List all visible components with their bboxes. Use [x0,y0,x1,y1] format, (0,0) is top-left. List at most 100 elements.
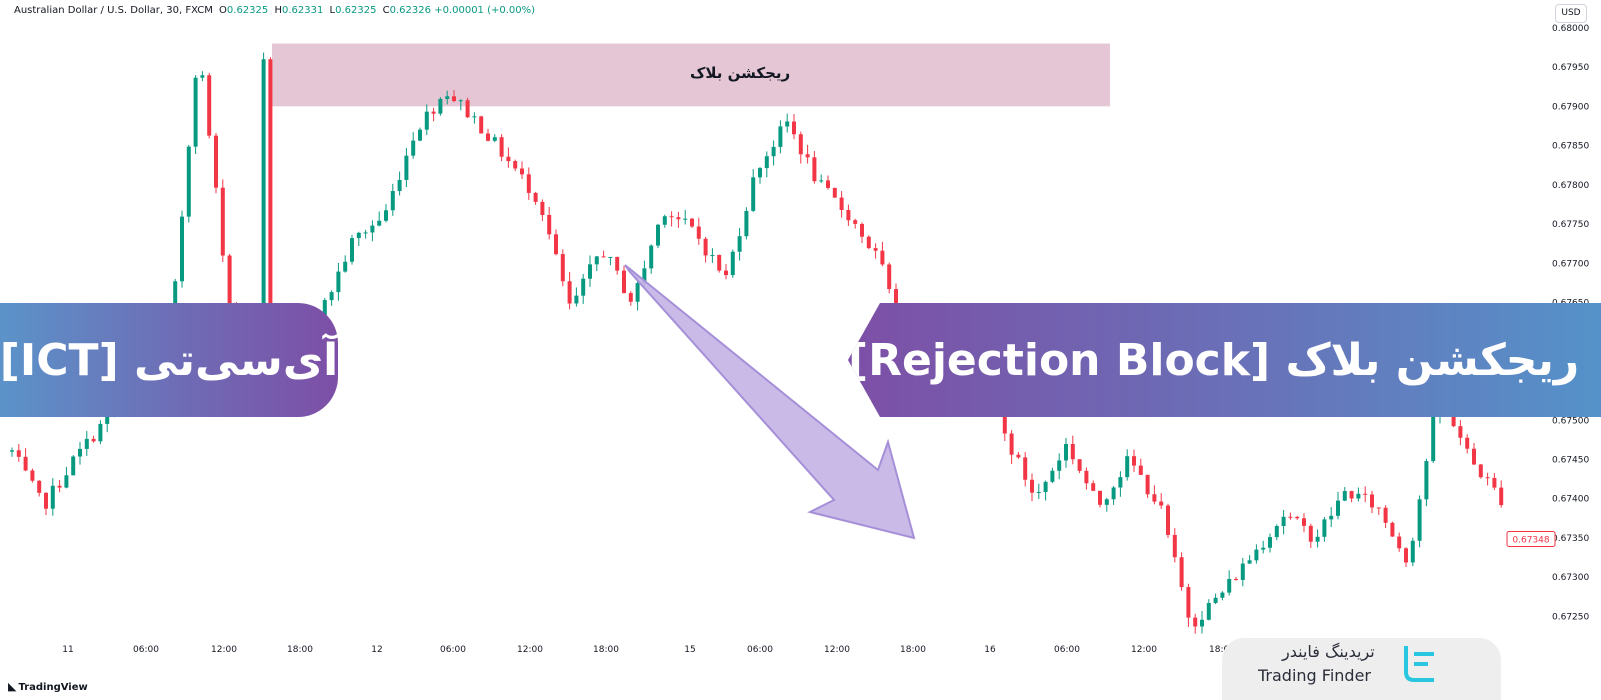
candle-body [628,293,633,302]
candle-body [1036,491,1041,493]
candle-body [1166,505,1170,535]
candle-body [1397,536,1402,549]
candle-body [356,232,361,239]
candle-body [10,450,14,452]
candle-body [1206,602,1211,620]
candle-body [180,216,184,282]
x-tick-label: 18:00 [900,645,926,655]
candle-body [730,251,735,276]
candle-body [1138,465,1143,475]
candle-body [866,236,871,249]
x-tick-label: 15 [684,645,695,655]
candle-body [1281,516,1286,527]
candle-body [622,270,626,294]
candle-body [1465,437,1470,449]
candle-body [594,256,599,265]
tradingview-logo-icon: ◣ [8,680,17,693]
candle-body [78,448,82,457]
low-label: L [329,5,336,16]
candle-body [1070,443,1075,460]
candle-body [880,250,885,265]
candle-body [1145,474,1150,495]
candle-body [1043,481,1048,492]
candle-body [526,174,531,193]
candle-body [1295,516,1300,519]
candle-body [812,157,817,182]
candle-body [193,77,198,147]
candle-body [1336,500,1340,516]
x-tick-label: 16 [984,645,996,655]
candle-body [431,111,436,114]
down-arrow [624,264,916,540]
candle-body [1499,487,1504,506]
candle-body [656,224,660,246]
candle-body [1016,454,1021,458]
candle-body [1363,493,1368,495]
candle-body [397,179,402,192]
candle-body [696,226,701,239]
candle-body [1009,433,1014,455]
ict-banner: آی‌سی‌تی [ICT] [0,303,338,417]
candle-body [1376,507,1381,509]
candle-body [819,180,824,182]
candle-body [1492,477,1497,488]
candle-body [499,137,504,157]
candle-body [1234,579,1238,581]
candle-body [1356,493,1361,499]
candle-body [860,223,864,237]
candle-body [635,283,640,302]
close-value: 0.62326 [389,5,431,16]
y-tick-label: 0.67750 [1552,220,1589,230]
candle-body [16,450,21,457]
tradingview-label: TradingView [18,682,88,693]
y-tick-label: 0.67500 [1552,416,1589,426]
currency-button[interactable]: USD [1555,4,1587,23]
candle-body [50,485,55,509]
candle-body [84,438,89,449]
candle-body [336,271,341,293]
x-tick-label: 12:00 [824,645,850,655]
candle-body [492,137,497,141]
candle-body [1159,501,1164,506]
candle-body [717,254,722,271]
candle-body [554,234,558,255]
x-tick-label: 11 [62,645,73,655]
candle-body [703,238,708,256]
candle-body [1370,494,1374,508]
candle-body [1274,526,1279,538]
candle-body [1152,494,1157,502]
candle-body [465,100,470,118]
candle-body [1118,477,1123,488]
candle-body [329,292,334,301]
candle-body [1322,519,1327,537]
tradingview-logo[interactable]: ◣ TradingView [8,680,88,693]
y-tick-label: 0.67300 [1552,573,1589,583]
open-label: O [219,5,227,16]
candle-body [227,255,232,305]
candle-body [520,168,524,175]
x-tick-label: 12:00 [211,645,237,655]
high-label: H [274,5,282,16]
rejection-zone [272,43,1110,107]
candle-body [588,264,592,279]
candle-body [1342,491,1347,501]
candle-body [839,197,844,211]
watermark-fa-label: تریدینگ فایندر [1282,642,1375,661]
candle-body [1125,456,1130,478]
candle-body [567,281,572,304]
candle-body [1084,470,1089,484]
candle-body [751,177,756,211]
candle-body [1186,587,1191,618]
rejection-block-banner: ریجکشن بلاک [Rejection Block] [848,303,1601,417]
candle-body [1254,549,1259,561]
candle-body [1485,477,1490,479]
candle-body [207,75,212,136]
tag-layer: 0.67348 [1506,531,1556,548]
candle-body [91,438,96,442]
trading-finder-watermark: تریدینگ فایندر Trading Finder [1222,638,1501,700]
candle-body [486,133,490,141]
watermark-en-label: Trading Finder [1258,666,1371,685]
candle-body [615,256,620,271]
candle-body [887,264,892,290]
candle-body [438,98,443,114]
